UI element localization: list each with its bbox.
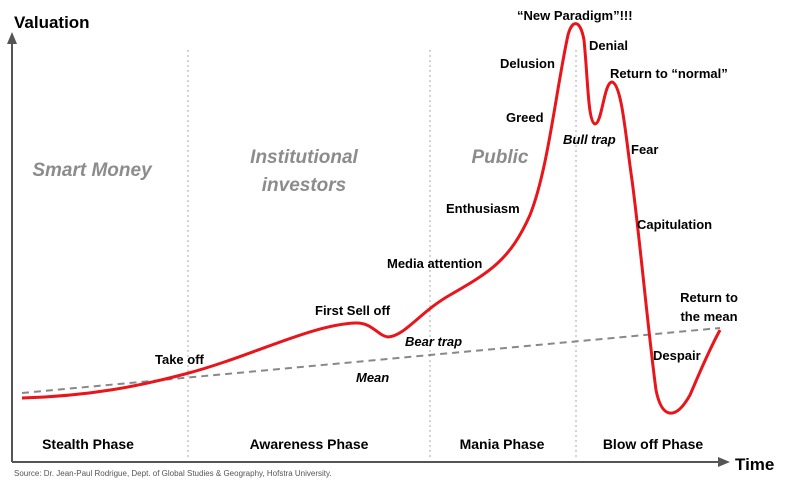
annotation: Enthusiasm — [446, 201, 520, 216]
annotation: Mean — [356, 370, 389, 385]
annotation: Return to “normal” — [610, 66, 728, 81]
audience-label: Smart Money — [32, 160, 153, 181]
audience-label: Public — [471, 147, 528, 168]
audience-label: investors — [262, 175, 346, 196]
source-note: Source: Dr. Jean-Paul Rodrigue, Dept. of… — [14, 469, 332, 478]
y-arrow — [7, 32, 17, 44]
phase-label: Awareness Phase — [250, 436, 369, 452]
audience-label: Institutional — [250, 147, 358, 168]
x-arrow — [718, 457, 730, 467]
bubble-curve — [21, 22, 722, 415]
phase-label: Mania Phase — [460, 436, 545, 452]
annotation: Return to — [680, 290, 738, 305]
y-axis-label: Valuation — [14, 13, 90, 32]
annotation: the mean — [680, 309, 737, 324]
annotation: Fear — [631, 142, 658, 157]
phase-label: Stealth Phase — [42, 436, 134, 452]
annotation: Denial — [589, 38, 628, 53]
annotation: Despair — [653, 348, 701, 363]
x-axis-label: Time — [735, 455, 774, 474]
annotation: “New Paradigm”!!! — [517, 8, 633, 23]
annotation: Capitulation — [637, 217, 712, 232]
annotation: Bull trap — [563, 132, 616, 147]
phase-label: Blow off Phase — [603, 436, 704, 452]
annotation: Media attention — [387, 256, 482, 271]
annotation: Take off — [155, 352, 205, 367]
annotation: First Sell off — [315, 303, 391, 318]
annotation: Delusion — [500, 56, 555, 71]
annotation: Greed — [506, 110, 544, 125]
mean-line — [21, 327, 721, 394]
annotation: Bear trap — [405, 334, 462, 349]
